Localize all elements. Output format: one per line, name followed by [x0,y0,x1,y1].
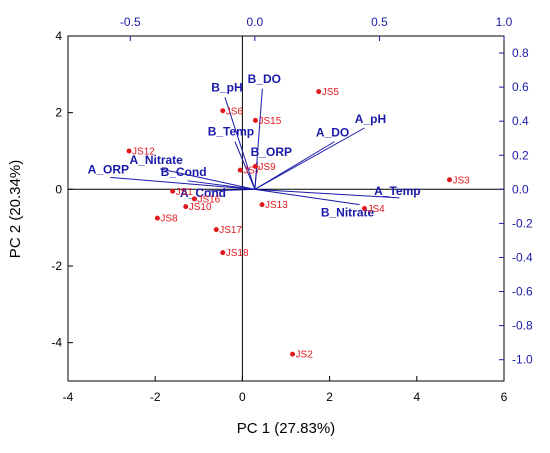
score-point-label: JS2 [296,350,314,361]
score-point-label: JS1 [176,187,194,198]
loading-label: A_Nitrate [130,153,184,167]
score-point [220,250,226,256]
y-axis-title: PC 2 (20.34%) [7,160,24,258]
top-x-axis: -0.5 0.0 0.5 1.0 [120,15,513,41]
loading-arrow [234,141,256,190]
right-tick-label: -0.4 [512,250,533,264]
score-point [361,206,367,211]
loading-label: B_Temp [208,125,254,139]
loading-label: A_pH [355,112,386,126]
loading-label: A_DO [316,126,349,140]
x-tick-label: 2 [326,390,333,404]
plot-frame [67,35,505,382]
y-tick-label: -4 [51,336,62,350]
score-point-label: JS8 [160,214,178,225]
score-point-label: JS17 [219,225,242,236]
top-tick-label: -0.5 [120,15,141,29]
score-points: JS2 JS3 JS4 JS5 JS6 JS7 JS8 JS9 JS10 JS12 JS13 JS15… [126,87,471,361]
score-point-label: JS4 [367,204,385,215]
score-point [290,351,296,357]
loading-label: B_Nitrate [321,206,375,220]
right-tick-label: -0.6 [512,285,533,299]
right-y-axis: -1.0 -0.8 -0.6 -0.4 -0.2 0.0 0.2 0.4 0.6 0.8 [499,46,533,367]
right-tick-label: 0.0 [512,182,529,196]
score-point-label: JS13 [265,200,288,211]
right-tick-label: -0.2 [512,216,533,230]
loading-arrow [254,188,400,199]
score-point-label: JS10 [189,202,212,213]
score-point [183,204,189,210]
score-point-label: JS6 [226,106,244,117]
right-tick-label: 0.6 [512,80,529,94]
score-point [447,177,452,183]
score-point [252,117,258,123]
score-point [191,196,197,202]
y-tick-label: -2 [51,259,62,273]
right-tick-label: 0.4 [512,114,529,128]
x-tick-label: 4 [413,390,420,404]
x-axis-title: PC 1 (27.83%) [237,420,335,437]
loading-label: B_Cond [161,165,207,179]
x-tick-label: -2 [150,390,161,404]
loading-label: B_pH [211,80,242,94]
loading-vectors: B_pH B_DO B_Temp B_ORP A_DO A_pH A_NitrateA_OR… [88,72,421,220]
score-point-label: JS5 [322,87,340,98]
loading-label: A_Cond [180,186,226,200]
loading-arrow [254,188,360,206]
right-tick-label: -1.0 [512,353,533,367]
score-point [126,148,132,154]
score-point-label: JS16 [197,194,220,205]
left-y-axis: -4 -2 0 2 4 [51,29,73,350]
right-tick-label: -0.8 [512,319,533,333]
score-point [316,89,322,95]
right-tick-label: 0.8 [512,46,529,60]
loading-arrow [205,188,255,192]
score-point-label: JS18 [226,248,249,259]
loading-arrow [254,127,365,190]
x-tick-label: -4 [63,390,74,404]
y-tick-label: 0 [55,182,62,196]
loading-arrow [110,176,255,190]
score-point-label: JS3 [453,175,471,186]
score-point [237,167,243,173]
top-tick-label: 0.5 [371,15,388,29]
top-tick-label: 1.0 [496,15,513,29]
top-tick-label: 0.0 [247,15,264,29]
score-point-label: JS15 [258,116,281,127]
score-point [220,108,226,114]
loading-label: A_Temp [374,184,420,198]
y-tick-label: 2 [55,106,62,120]
score-point [259,202,265,208]
bottom-x-axis: -4 -2 0 2 4 6 [63,376,508,404]
score-point [252,163,258,169]
loading-label: B_DO [248,72,281,86]
x-tick-label: 0 [239,390,246,404]
score-point-label: JS12 [132,147,155,158]
loading-arrow [160,168,255,190]
score-point [213,227,219,233]
loading-label: B_ORP [251,145,292,159]
score-point [154,215,160,221]
score-point [170,188,176,194]
loading-label: A_ORP [88,162,129,176]
loading-arrow [187,180,255,190]
y-tick-label: 4 [55,29,62,43]
score-point-label: JS9 [258,162,276,173]
right-tick-label: 0.2 [512,148,529,162]
loading-arrow [224,97,256,190]
score-point-label: JS7 [243,166,261,177]
x-tick-label: 6 [501,390,508,404]
